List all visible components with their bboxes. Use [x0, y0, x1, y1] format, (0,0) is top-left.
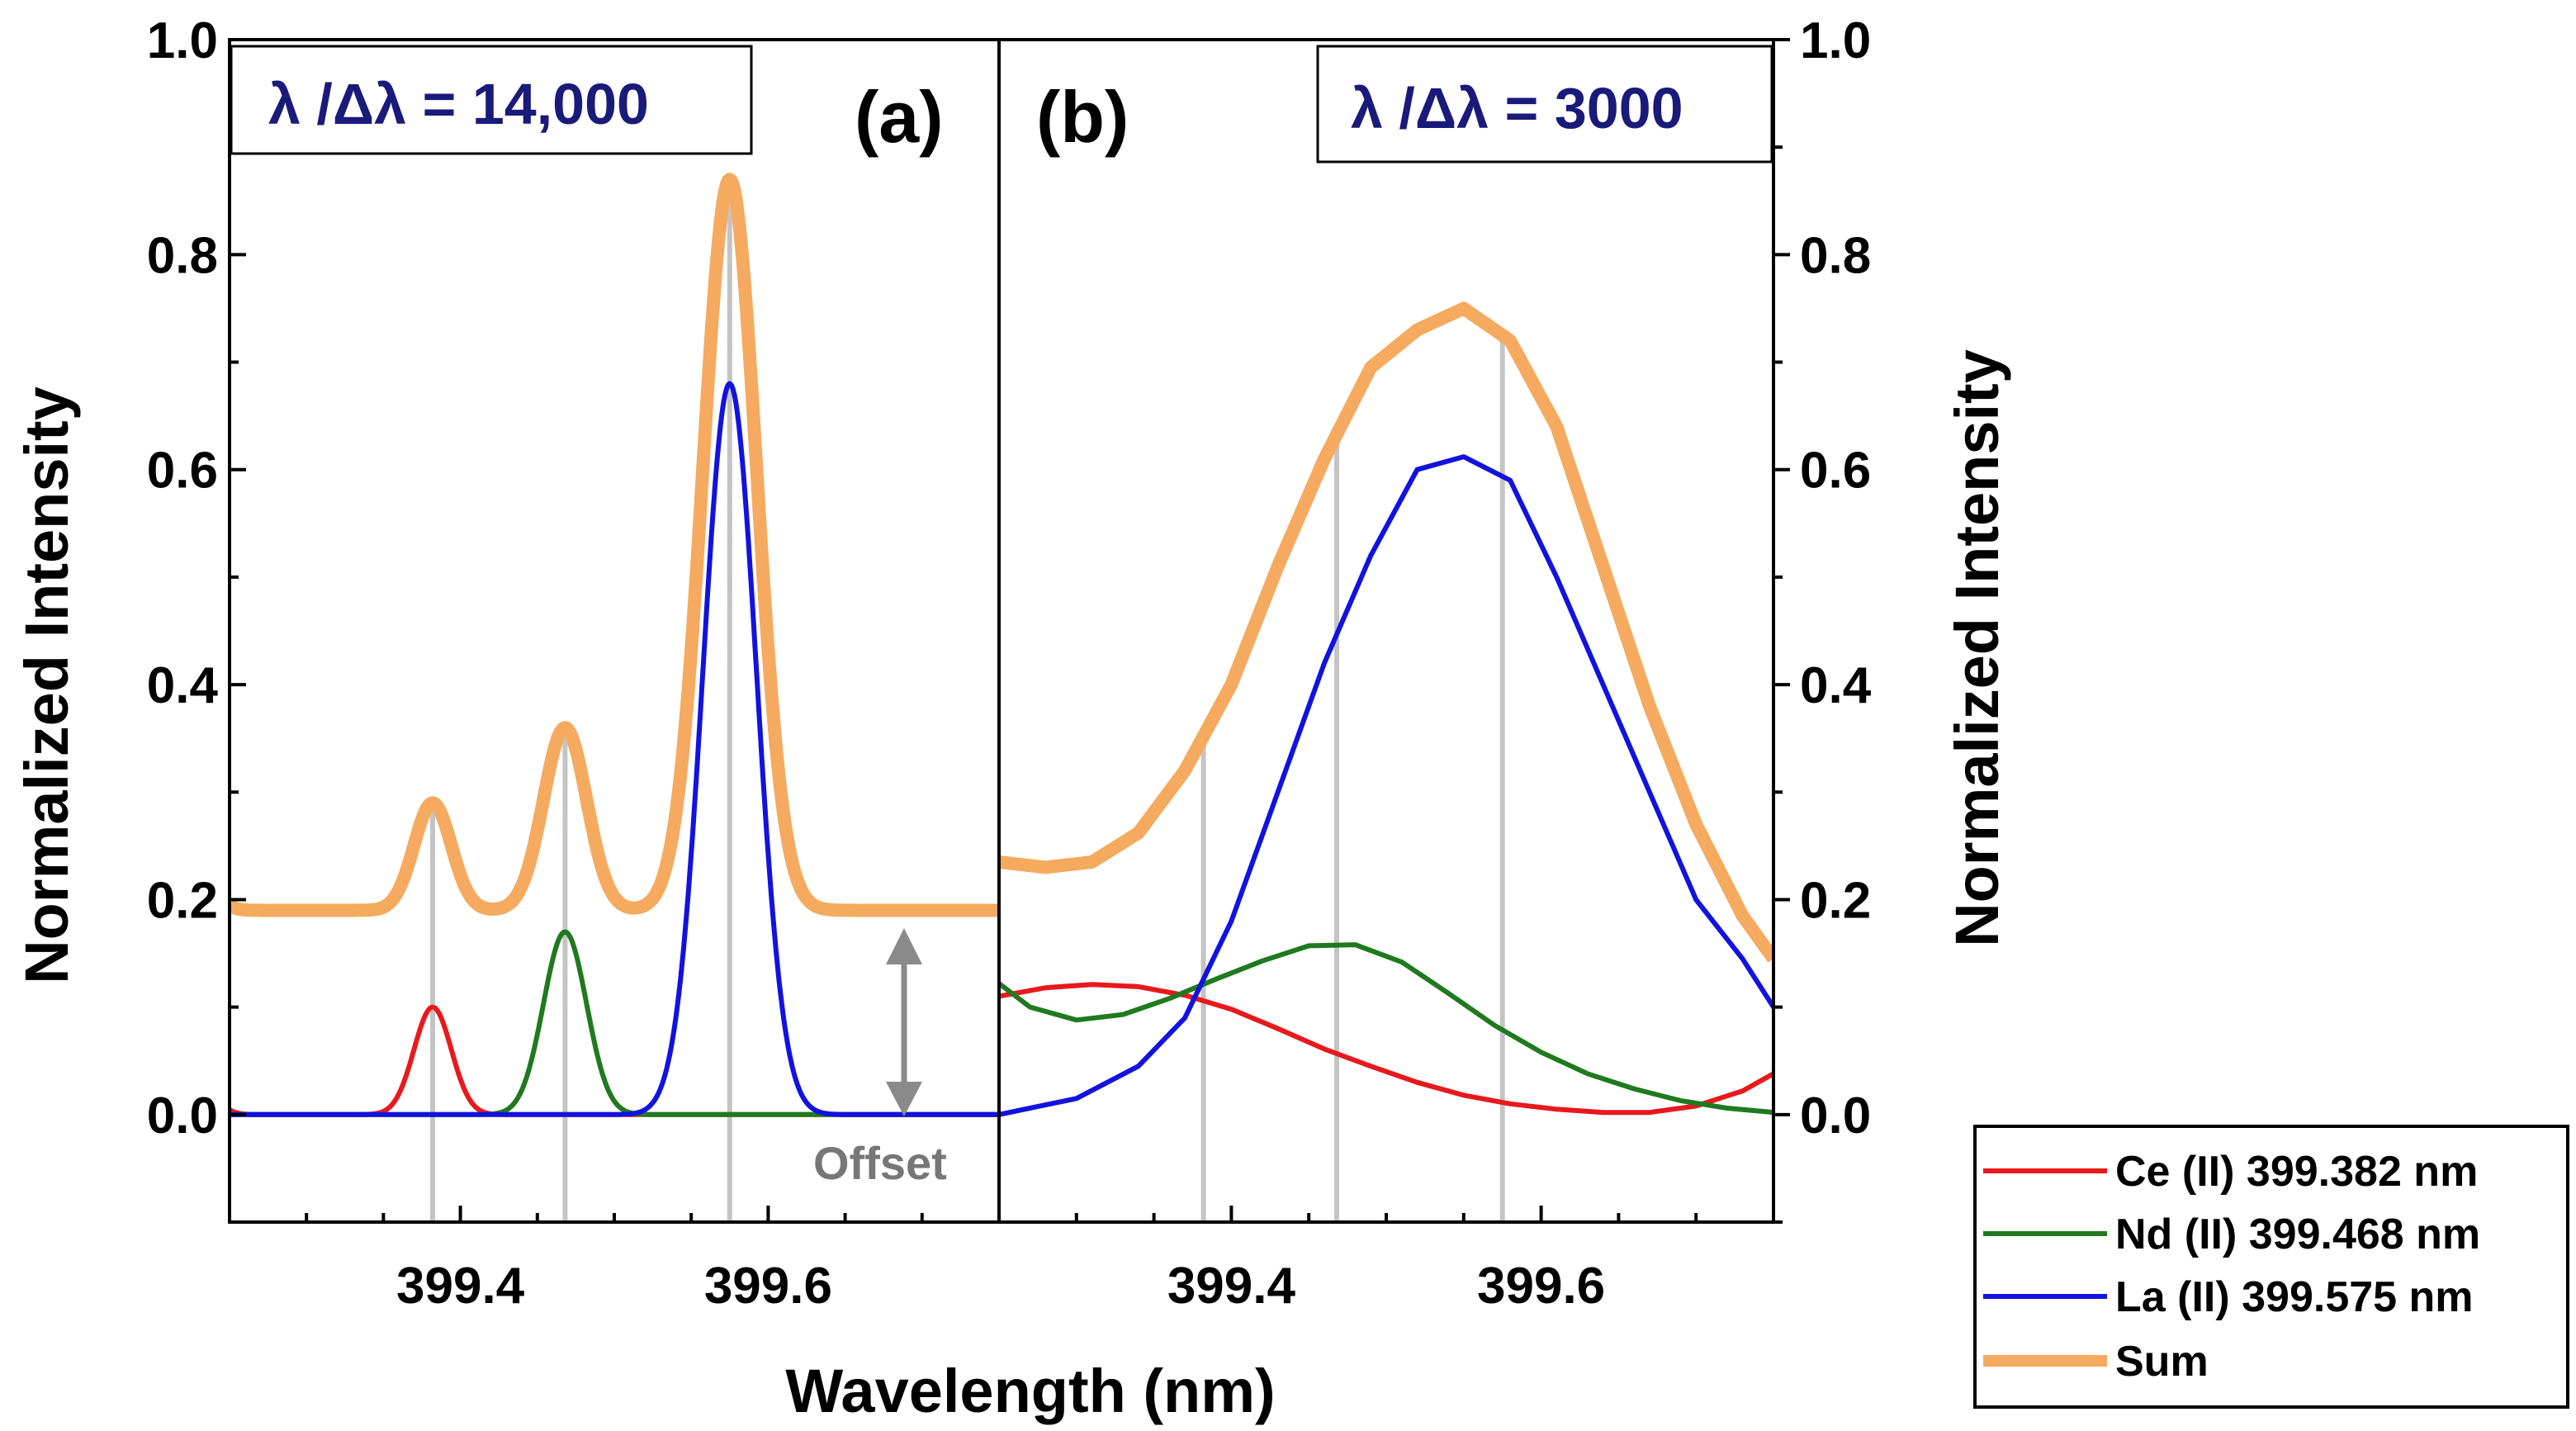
legend: Ce (II) 399.382 nm Nd (II) 399.468 nm La… — [1973, 1125, 2569, 1409]
x-axis-ticks-a: 399.4 399.6 — [228, 1206, 1001, 1315]
series-nd-a — [230, 929, 999, 1117]
left-y-axis-ticks: 0.0 0.2 0.4 0.6 0.8 1.0 — [147, 12, 246, 1224]
legend-label-nd: Nd (II) 399.468 nm — [2115, 1211, 2480, 1258]
panel-label-a: (a) — [855, 76, 944, 158]
y-tick-label-left: 0.8 — [147, 227, 218, 284]
legend-entry-ce: Ce (II) 399.382 nm — [1983, 1148, 2478, 1196]
x-axis-ticks-b: 399.4 399.6 — [997, 1206, 1775, 1315]
y-tick-label-left: 1.0 — [147, 12, 218, 69]
y-tick-label-right: 0.8 — [1800, 227, 1871, 284]
curves-b — [999, 301, 1773, 1117]
legend-label-la: La (II) 399.575 nm — [2115, 1273, 2474, 1321]
y-tick-label-left: 0.6 — [147, 443, 218, 500]
offset-arrow — [886, 928, 922, 1116]
panel-b: 0.0 0.2 0.4 0.6 0.8 1.0 399.4 399.6 λ /Δλ = 30… — [997, 12, 1872, 1315]
series-la-a — [230, 381, 999, 1117]
legend-label-sum: Sum — [2115, 1338, 2209, 1386]
y-tick-label-left: 0.2 — [147, 872, 218, 929]
panel-a: 0.0 0.2 0.4 0.6 0.8 1.0 399.4 399.6 λ /Δλ = 14… — [147, 12, 1001, 1315]
reference-lines-b — [1200, 335, 1505, 1222]
panel-a-frame — [228, 38, 1001, 1224]
y-tick-label-left: 0.0 — [147, 1087, 218, 1144]
y-tick-label-right: 0.0 — [1800, 1087, 1871, 1144]
panel-label-b: (b) — [1036, 76, 1129, 158]
right-y-axis-ticks: 0.0 0.2 0.4 0.6 0.8 1.0 — [1773, 12, 1872, 1224]
series-nd-b — [999, 942, 1773, 1116]
x-tick-label-b: 399.4 — [1167, 1258, 1296, 1315]
curves-a — [230, 173, 999, 1117]
legend-entry-nd: Nd (II) 399.468 nm — [1983, 1211, 2480, 1258]
y-tick-label-left: 0.4 — [147, 657, 219, 714]
resolution-label-a: λ /Δλ = 14,000 — [268, 72, 649, 136]
resolution-box-a — [230, 45, 753, 155]
legend-entry-sum: Sum — [1983, 1338, 2209, 1386]
series-la-b — [999, 454, 1773, 1117]
legend-label-ce: Ce (II) 399.382 nm — [2115, 1148, 2478, 1196]
series-sum-a — [230, 173, 999, 917]
y-tick-label-right: 1.0 — [1800, 12, 1871, 69]
y-tick-label-right: 0.4 — [1800, 657, 1872, 714]
x-tick-label-b: 399.6 — [1477, 1258, 1605, 1315]
x-tick-label-a: 399.6 — [704, 1258, 832, 1315]
series-ce-b — [999, 982, 1773, 1116]
reference-lines-a — [430, 179, 732, 1222]
series-sum-b — [999, 301, 1773, 963]
y-tick-label-right: 0.6 — [1800, 443, 1871, 500]
left-y-axis-title: Normalized Intensity — [12, 386, 81, 984]
resolution-box-b — [1316, 45, 1773, 163]
legend-entry-la: La (II) 399.575 nm — [1983, 1273, 2474, 1321]
resolution-label-b: λ /Δλ = 3000 — [1351, 76, 1683, 140]
right-y-axis-title: Normalized Intensity — [1943, 349, 2011, 947]
panel-b-frame — [997, 38, 1775, 1224]
y-tick-label-right: 0.2 — [1800, 872, 1871, 929]
offset-label: Offset — [813, 1137, 947, 1189]
x-tick-label-a: 399.4 — [396, 1258, 525, 1315]
x-axis-title: Wavelength (nm) — [785, 1357, 1275, 1425]
